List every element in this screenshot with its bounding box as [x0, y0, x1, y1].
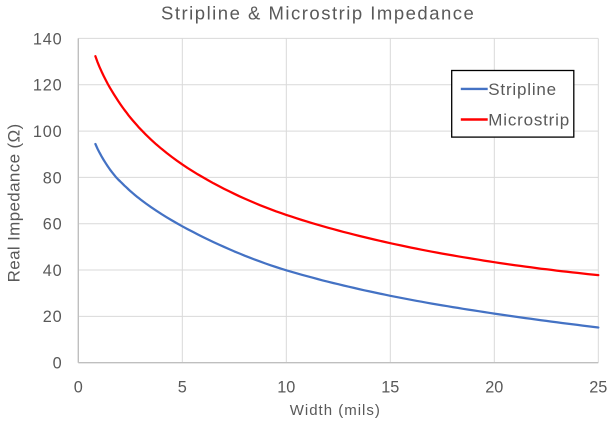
svg-text:140: 140	[33, 30, 63, 48]
svg-text:25: 25	[589, 379, 607, 397]
svg-text:80: 80	[43, 169, 63, 187]
svg-text:Width (mils): Width (mils)	[290, 402, 381, 419]
svg-text:Real Impedance (Ω): Real Impedance (Ω)	[5, 123, 24, 282]
svg-text:0: 0	[74, 379, 83, 397]
svg-text:Stripline: Stripline	[488, 80, 557, 99]
svg-text:20: 20	[43, 308, 63, 326]
svg-text:100: 100	[33, 123, 63, 141]
svg-text:40: 40	[43, 262, 63, 280]
svg-text:0: 0	[53, 355, 63, 373]
svg-text:Microstrip: Microstrip	[488, 111, 570, 130]
svg-text:20: 20	[485, 379, 503, 397]
svg-text:60: 60	[43, 216, 63, 234]
svg-text:5: 5	[178, 379, 187, 397]
svg-text:15: 15	[381, 379, 399, 397]
svg-text:Stripline & Microstrip Impedan: Stripline & Microstrip Impedance	[161, 2, 475, 23]
svg-text:10: 10	[277, 379, 295, 397]
svg-text:120: 120	[33, 77, 63, 95]
